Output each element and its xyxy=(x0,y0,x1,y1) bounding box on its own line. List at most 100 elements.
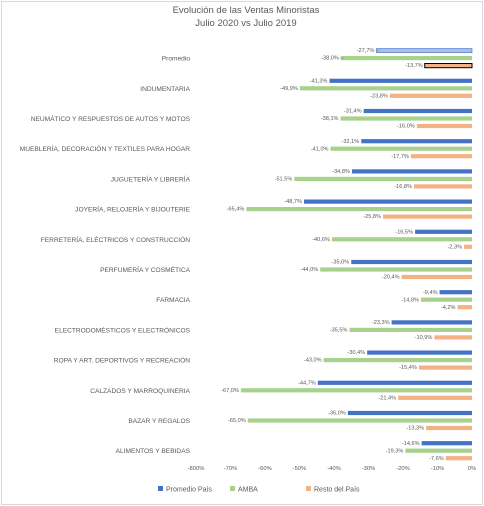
bar-resto-del-pa-s xyxy=(457,305,472,310)
bar-resto-del-pa-s xyxy=(414,184,472,189)
bar-amba xyxy=(349,327,472,332)
data-label-resto-del-pa-s: -7,6% xyxy=(429,456,444,462)
data-label-promedio-pa-s: -41,3% xyxy=(310,78,328,84)
x-tick-label: -30% xyxy=(362,466,376,472)
category-label: PERFUMERÍA Y COSMÉTICA xyxy=(100,265,190,274)
bar-amba xyxy=(246,207,472,212)
data-label-resto-del-pa-s: -17,7% xyxy=(391,154,409,160)
data-label-amba: -67,0% xyxy=(221,388,239,394)
data-label-promedio-pa-s: -44,7% xyxy=(298,380,316,386)
bar-promedio-pa-s xyxy=(361,139,472,144)
bar-resto-del-pa-s xyxy=(382,214,472,219)
x-tick-label: -50% xyxy=(293,466,307,472)
category-label: ALIMENTOS Y BEBIDAS xyxy=(116,448,191,455)
bar-resto-del-pa-s xyxy=(389,93,472,98)
data-label-resto-del-pa-s: -16,8% xyxy=(394,184,412,190)
bar-amba xyxy=(420,297,472,302)
chart-subtitle: Julio 2020 vs Julio 2019 xyxy=(195,18,296,29)
bar-amba xyxy=(294,176,472,181)
data-label-amba: -65,0% xyxy=(228,418,246,424)
bar-resto-del-pa-s xyxy=(426,425,472,431)
data-label-resto-del-pa-s: -20,4% xyxy=(382,275,400,281)
data-label-promedio-pa-s: -35,0% xyxy=(332,260,350,266)
bar-amba xyxy=(323,358,472,363)
data-label-resto-del-pa-s: -23,8% xyxy=(370,93,388,99)
bar-promedio-pa-s xyxy=(351,169,472,174)
bar-amba xyxy=(299,86,472,91)
category-label: CALZADOS Y MARROQUINERIA xyxy=(90,388,190,395)
data-label-resto-del-pa-s: -4,2% xyxy=(441,305,456,311)
data-label-promedio-pa-s: -34,8% xyxy=(332,169,350,175)
bar-amba xyxy=(330,146,472,151)
data-label-promedio-pa-s: -30,4% xyxy=(347,350,365,356)
data-label-amba: -44,0% xyxy=(300,267,318,273)
bar-promedio-pa-s xyxy=(376,48,473,53)
x-tick-label: 0% xyxy=(468,466,476,472)
category-label: ROPA Y ART. DEPORTIVOS Y RECREACIÓN xyxy=(54,356,190,365)
data-label-amba: -35,5% xyxy=(330,328,348,334)
bar-amba xyxy=(320,267,472,272)
data-labels-group: -27,7% -38,0% -13,7% -41,3% -49,9% -23,8% -31,… xyxy=(221,48,462,462)
legend-label-amba: AMBA xyxy=(238,487,258,494)
data-label-promedio-pa-s: -9,4% xyxy=(423,290,438,296)
x-tick-label: -60% xyxy=(258,466,272,472)
data-label-resto-del-pa-s: -10,9% xyxy=(415,335,433,341)
legend-swatch-promedio-pa-s xyxy=(158,486,163,491)
category-label: JOYERÍA, RELOJERÍA Y BIJOUTERIE xyxy=(75,205,190,214)
bar-promedio-pa-s xyxy=(303,199,472,204)
bar-amba xyxy=(405,448,472,453)
legend: Promedio País AMBA Resto del País xyxy=(158,486,360,494)
legend-label-resto-del-pa-s: Resto del País xyxy=(314,487,360,494)
x-tick-label: -10% xyxy=(431,466,445,472)
bar-resto-del-pa-s xyxy=(410,154,472,159)
data-label-resto-del-pa-s: -21,4% xyxy=(378,395,396,401)
data-label-promedio-pa-s: -31,4% xyxy=(344,109,362,115)
bar-promedio-pa-s xyxy=(367,350,472,355)
bar-promedio-pa-s xyxy=(363,108,472,114)
bar-resto-del-pa-s xyxy=(434,335,472,340)
data-label-amba: -65,4% xyxy=(227,207,245,213)
data-label-amba: -38,1% xyxy=(321,116,339,122)
bar-promedio-pa-s xyxy=(329,78,472,83)
bar-resto-del-pa-s xyxy=(398,395,472,400)
bar-resto-del-pa-s xyxy=(401,274,472,280)
bars-group xyxy=(240,48,473,461)
legend-label-promedio-pa-s: Promedio País xyxy=(166,487,212,494)
data-label-promedio-pa-s: -16,5% xyxy=(395,229,413,235)
bar-amba xyxy=(247,418,472,423)
category-label: FERRETERÍA, ELÉCTRICOS Y CONSTRUCCIÓN xyxy=(41,235,190,244)
bar-amba xyxy=(240,388,472,393)
data-label-promedio-pa-s: -14,6% xyxy=(402,441,420,447)
bar-resto-del-pa-s xyxy=(416,123,472,129)
category-label: NEUMÁTICO Y RESPUESTOS DE AUTOS Y MOTOS xyxy=(31,114,191,123)
data-label-resto-del-pa-s: -16,0% xyxy=(397,124,415,130)
data-label-promedio-pa-s: -27,7% xyxy=(357,48,375,54)
data-label-resto-del-pa-s: -2,3% xyxy=(447,244,462,250)
bar-resto-del-pa-s xyxy=(418,365,472,370)
category-label: FARMACIA xyxy=(156,297,190,304)
bar-amba xyxy=(340,116,472,121)
data-label-resto-del-pa-s: -25,8% xyxy=(363,214,381,220)
bar-promedio-pa-s xyxy=(439,290,472,295)
bar-resto-del-pa-s xyxy=(424,63,473,69)
bar-promedio-pa-s xyxy=(347,410,472,416)
data-label-resto-del-pa-s: -15,4% xyxy=(399,365,417,371)
data-label-amba: -14,8% xyxy=(401,297,419,303)
category-labels-group: Promedio INDUMENTARIA NEUMÁTICO Y RESPUEST… xyxy=(20,56,191,456)
data-label-amba: -43,0% xyxy=(304,358,322,364)
x-axis-ticks-group: -800% -70% -60% -50% -40% -30% -20% -10% 0% xyxy=(188,466,477,472)
bar-resto-del-pa-s xyxy=(464,244,472,249)
chart-title: Evolución de las Ventas Minoristas xyxy=(173,5,320,16)
data-label-amba: -49,9% xyxy=(280,86,298,92)
category-label: BAZAR Y REGALOS xyxy=(128,418,190,425)
data-label-promedio-pa-s: -48,7% xyxy=(284,199,302,205)
bar-promedio-pa-s xyxy=(421,441,472,446)
data-label-resto-del-pa-s: -13,7% xyxy=(405,63,423,69)
bar-resto-del-pa-s xyxy=(445,456,472,461)
bar-promedio-pa-s xyxy=(415,229,472,234)
bar-promedio-pa-s xyxy=(317,380,472,385)
category-label: INDUMENTARIA xyxy=(140,86,190,93)
